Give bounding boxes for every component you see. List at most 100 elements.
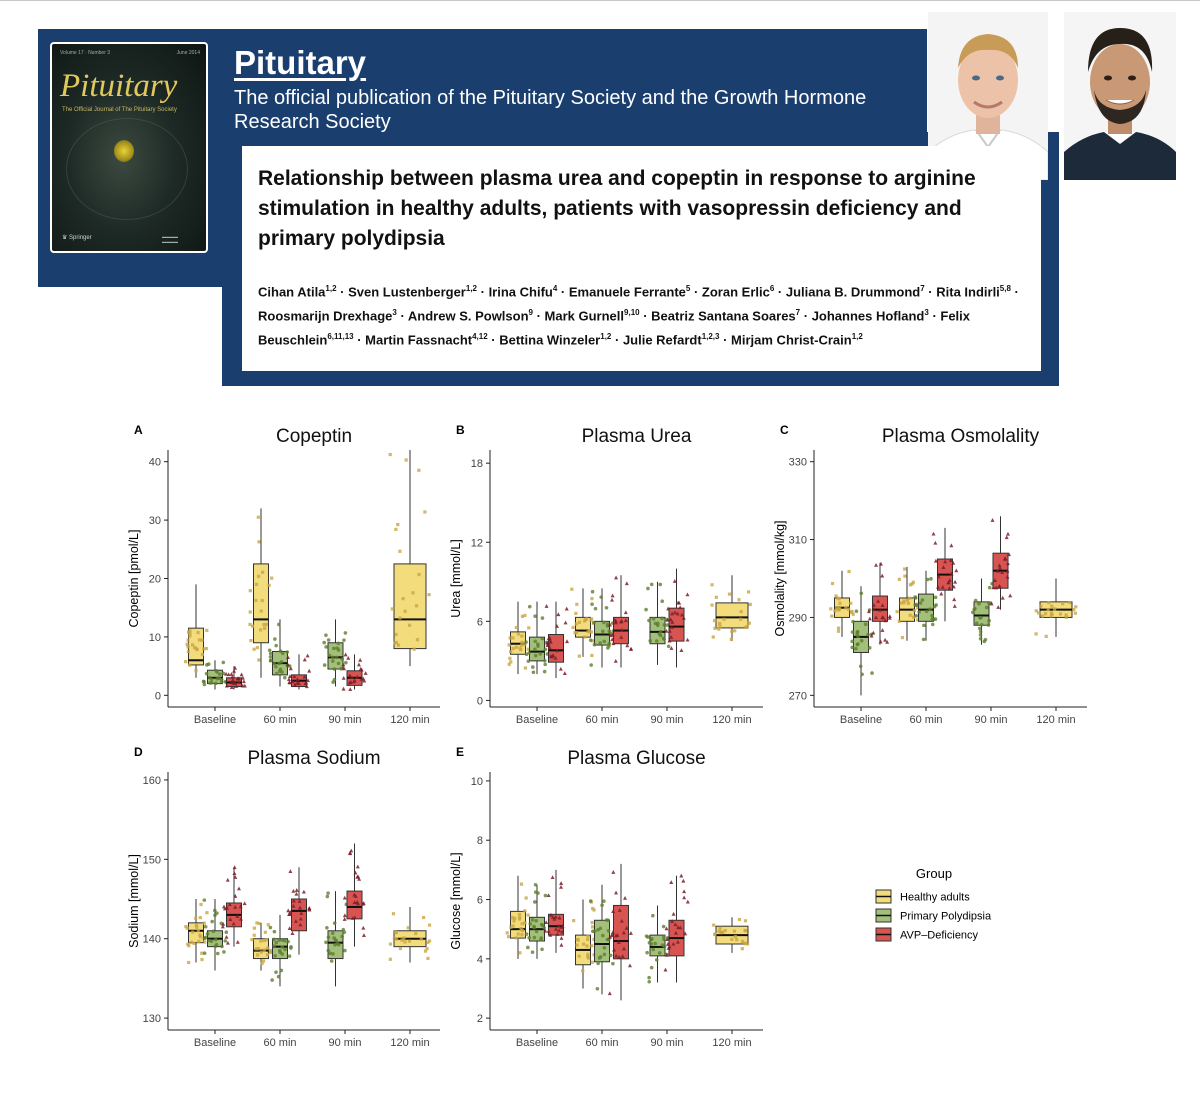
data-point <box>333 938 338 943</box>
data-point <box>280 651 285 656</box>
data-point <box>528 922 533 926</box>
data-point <box>215 951 220 956</box>
data-point <box>540 947 544 952</box>
data-point <box>606 918 610 923</box>
author-name[interactable]: Beatriz Santana Soares <box>651 308 796 324</box>
data-point <box>732 929 737 933</box>
data-point <box>990 518 995 522</box>
data-point <box>667 628 672 633</box>
data-point <box>336 661 341 666</box>
data-point <box>711 635 715 639</box>
author-name[interactable]: Zoran Erlic <box>701 284 770 300</box>
data-point <box>209 680 214 685</box>
author-name[interactable]: Roosmarijn Drexhage <box>258 308 393 324</box>
data-point <box>844 606 848 610</box>
data-point <box>520 634 524 638</box>
data-point <box>943 559 948 564</box>
data-point <box>571 625 575 630</box>
author-name[interactable]: Andrew S. Powlson <box>407 308 529 324</box>
data-point <box>192 941 196 946</box>
data-point <box>326 948 331 953</box>
data-point <box>233 665 238 670</box>
data-point <box>602 620 606 625</box>
box-healthy-adults <box>248 508 274 678</box>
data-point <box>607 644 611 648</box>
author-name[interactable]: Mirjam Christ-Crain <box>731 331 852 347</box>
box-healthy-adults <box>183 584 209 678</box>
data-point <box>908 613 912 617</box>
author-name[interactable]: Martin Fassnacht <box>365 331 473 347</box>
data-point <box>617 954 622 959</box>
legend-label: Healthy adults <box>900 892 970 904</box>
data-point <box>194 916 198 920</box>
data-point <box>876 598 881 603</box>
data-point <box>836 626 841 630</box>
data-point <box>575 631 579 635</box>
data-point <box>837 608 841 612</box>
author-name[interactable]: Irina Chifu <box>488 284 553 300</box>
legend-label: Primary Polydipsia <box>900 911 992 923</box>
data-point <box>204 646 209 651</box>
data-point <box>539 922 544 927</box>
data-point <box>718 926 722 930</box>
author-name[interactable]: Felix Beuschlein <box>258 308 971 347</box>
data-point <box>607 991 612 996</box>
data-point <box>533 882 538 887</box>
author-name[interactable]: Cihan Atila <box>258 284 326 300</box>
data-point <box>662 937 666 942</box>
data-point <box>348 679 353 684</box>
box-primary-polydipsia <box>201 660 229 690</box>
author-name[interactable]: Rita Indirli <box>936 284 1000 300</box>
data-point <box>187 960 191 965</box>
data-point <box>329 959 334 963</box>
data-point <box>747 621 751 625</box>
data-point <box>581 942 586 946</box>
data-point <box>586 630 590 634</box>
data-point <box>336 648 341 652</box>
data-point <box>260 570 265 574</box>
data-point <box>939 591 944 596</box>
data-point <box>359 676 364 681</box>
data-point <box>929 577 933 581</box>
data-point <box>559 925 564 929</box>
data-point <box>417 572 421 577</box>
data-point <box>348 850 353 855</box>
cover-publisher: ♛ Springer <box>62 235 92 241</box>
data-point <box>263 930 267 934</box>
data-point <box>914 613 919 618</box>
data-point <box>230 677 235 682</box>
data-point <box>924 609 929 614</box>
author-name[interactable]: Bettina Winzeler <box>499 331 601 347</box>
data-point <box>602 952 607 957</box>
data-point <box>392 937 396 941</box>
data-point <box>880 603 885 607</box>
data-point <box>274 671 279 676</box>
data-point <box>342 895 347 900</box>
data-point <box>325 925 329 930</box>
data-point <box>343 948 347 953</box>
data-point <box>664 629 669 633</box>
data-point <box>221 921 226 926</box>
data-point <box>534 919 538 923</box>
data-point <box>520 922 524 926</box>
data-point <box>291 888 296 893</box>
author-name[interactable]: Mark Gurnell <box>544 308 625 324</box>
data-point <box>265 938 269 942</box>
paper-title[interactable]: Relationship between plasma urea and cop… <box>258 167 976 250</box>
author-name[interactable]: Julie Refardt <box>622 331 702 347</box>
data-point <box>526 647 530 651</box>
data-point <box>592 620 596 625</box>
author-name[interactable]: Emanuele Ferrante <box>568 284 686 300</box>
data-point <box>427 593 431 597</box>
data-point <box>662 637 666 641</box>
data-point <box>324 645 328 649</box>
author-name[interactable]: Sven Lustenberger <box>348 284 466 300</box>
journal-name[interactable]: Pituitary <box>234 44 367 81</box>
x-tick-label: 60 min <box>585 714 618 726</box>
author-name[interactable]: Johannes Hofland <box>811 308 925 324</box>
data-point <box>559 885 564 889</box>
data-point <box>527 604 532 609</box>
author-name[interactable]: Juliana B. Drummond <box>785 284 921 300</box>
data-point <box>524 640 528 644</box>
data-point <box>900 635 905 640</box>
